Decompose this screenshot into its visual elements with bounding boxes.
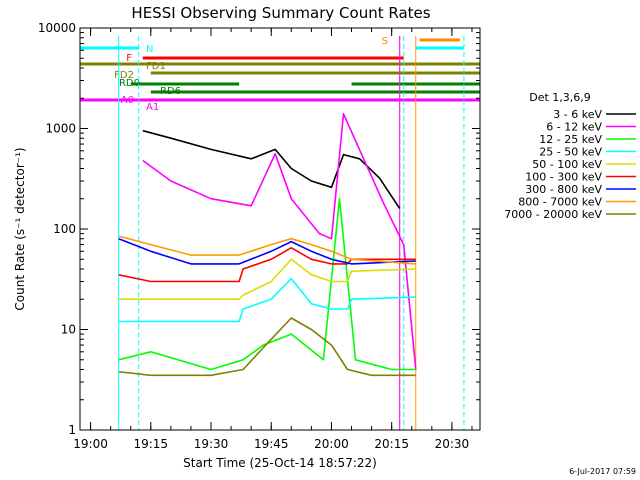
flag-label: F [126, 53, 132, 64]
series-line [142, 129, 401, 209]
series-line [118, 247, 416, 283]
legend-label: 300 - 800 keV [525, 183, 602, 196]
y-tick-label: 1000 [45, 122, 76, 136]
flag-label: RD6 [160, 86, 181, 97]
flag-label: N [146, 44, 153, 55]
y-tick-label: 1 [68, 423, 76, 437]
flag-label: RD0 [119, 78, 140, 89]
x-axis-label: Start Time (25-Oct-14 18:57:22) [183, 456, 377, 470]
legend-label: 800 - 7000 keV [518, 196, 602, 209]
legend-label: 100 - 300 keV [525, 171, 602, 184]
plot-content: NSFFD1FD2RD0RD6A0A1 [80, 36, 480, 430]
series-line [142, 113, 417, 370]
x-tick-label: 19:00 [73, 437, 108, 451]
legend-label: 12 - 25 keV [539, 133, 602, 146]
legend-label: 25 - 50 keV [539, 146, 602, 159]
x-tick-labels: 19:00 19:15 19:30 19:45 20:00 20:15 20:30 [73, 437, 469, 451]
y-tick-label: 100 [53, 222, 76, 236]
generated-timestamp: 6-Jul-2017 07:59 [569, 467, 636, 476]
x-tick-label: 20:15 [374, 437, 409, 451]
y-tick-label: 10000 [38, 21, 76, 35]
axis-ticks [80, 27, 480, 431]
series-line [118, 277, 416, 323]
series-line [118, 235, 416, 265]
y-tick-label: 10 [61, 323, 76, 337]
series-line [118, 317, 416, 377]
x-tick-label: 19:15 [133, 437, 168, 451]
series-line [118, 197, 416, 371]
y-tick-labels: 1 10 100 1000 10000 [38, 21, 76, 437]
chart-title: HESSI Observing Summary Count Rates [131, 4, 430, 22]
x-tick-label: 20:00 [314, 437, 349, 451]
series-line [118, 258, 416, 301]
series-line [118, 237, 416, 265]
x-tick-label: 19:30 [194, 437, 229, 451]
legend-label: 7000 - 20000 keV [504, 208, 602, 221]
plot-frame [79, 27, 481, 431]
x-tick-label: 20:30 [435, 437, 470, 451]
legend-label: 6 - 12 keV [546, 121, 602, 134]
legend-label: 50 - 100 keV [532, 158, 602, 171]
y-axis-label: Count Rate (s⁻¹ detector⁻¹) [13, 147, 27, 310]
flag-label: FD2 [114, 70, 134, 81]
flag-label: A1 [146, 102, 159, 113]
flag-label: FD1 [146, 61, 166, 72]
legend-label: 3 - 6 keV [553, 108, 602, 121]
x-tick-label: 19:45 [254, 437, 289, 451]
legend-title: Det 1,3,6,9 [529, 91, 591, 104]
flag-label: S [382, 36, 388, 47]
